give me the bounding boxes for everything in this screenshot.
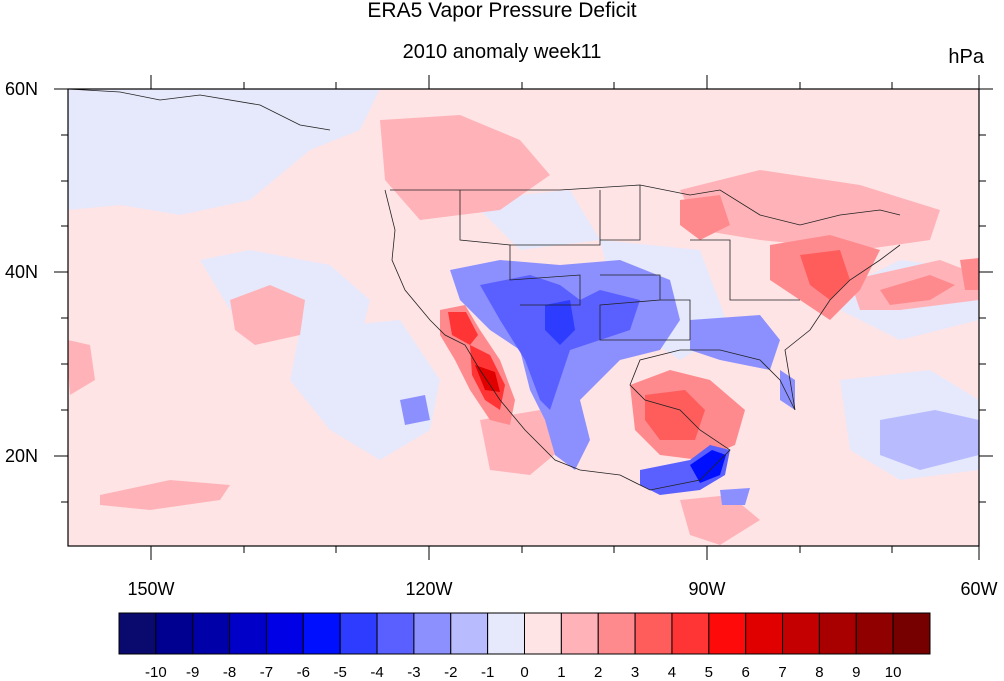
colorbar-swatch [339,612,378,655]
colorbar-swatch [376,612,415,655]
colorbar-swatch [708,612,747,655]
colorbar-swatch [265,612,304,655]
colorbar-label: 6 [742,664,750,681]
colorbar-label: 5 [705,664,713,681]
colorbar-swatch [634,612,673,655]
colorbar-swatch [524,612,562,655]
colorbar-label: -4 [370,664,383,681]
anomaly-field [68,89,979,546]
colorbar-label: -2 [444,664,457,681]
colorbar-label: -1 [481,664,494,681]
colorbar-label: 7 [778,664,786,681]
colorbar-swatch [229,612,267,655]
colorbar-swatch [855,612,894,655]
colorbar-label: -9 [186,664,199,681]
y-tick-label: 40N [5,262,38,282]
colorbar-swatch [450,612,489,655]
colorbar-swatch [487,612,525,655]
colorbar-swatch [782,612,820,655]
colorbar-label: -5 [334,664,347,681]
colorbar-label: 8 [815,664,823,681]
coastlines [68,89,901,491]
colorbar-swatch [892,612,931,655]
colorbar-swatch [671,612,710,655]
colorbar-label: 4 [668,664,676,681]
colorbar-swatch [155,612,194,655]
colorbar-label: -3 [407,664,420,681]
colorbar-label: 1 [557,664,565,681]
colorbar-swatch [413,612,452,655]
colorbar-label: 10 [885,664,902,681]
colorbar-label: -7 [260,664,273,681]
map-title: ERA5 Vapor Pressure Deficit [367,0,637,22]
map-subtitle: 2010 anomaly week11 [402,41,602,63]
colorbar-swatch [745,612,784,655]
colorbar-label: -6 [297,664,310,681]
x-tick-label: 120W [405,579,452,599]
colorbar-swatch [560,612,599,655]
colorbar-swatch [818,612,857,655]
colorbar-swatch [192,612,231,655]
units-label: hPa [948,46,984,68]
colorbar-label: 2 [594,664,602,681]
colorbar-swatch [302,612,341,655]
colorbar-label: 0 [520,664,528,681]
colorbar-swatch [118,612,157,655]
y-tick-label: 60N [5,79,38,99]
x-tick-label: 90W [688,579,725,599]
colorbar: -10 -9 -8 -7 -6 -5 -4 -3 -2 -1 0 1 2 3 4 5 6 7 8 9 10 [118,612,931,681]
colorbar-label: 3 [631,664,639,681]
y-tick-label: 20N [5,446,38,466]
x-tick-label: 60W [960,579,997,599]
colorbar-label: -10 [145,664,167,681]
x-tick-label: 150W [127,579,174,599]
colorbar-label: -8 [223,664,236,681]
colorbar-label: 9 [852,664,860,681]
axis-ticks [54,75,993,560]
colorbar-swatch [597,612,636,655]
